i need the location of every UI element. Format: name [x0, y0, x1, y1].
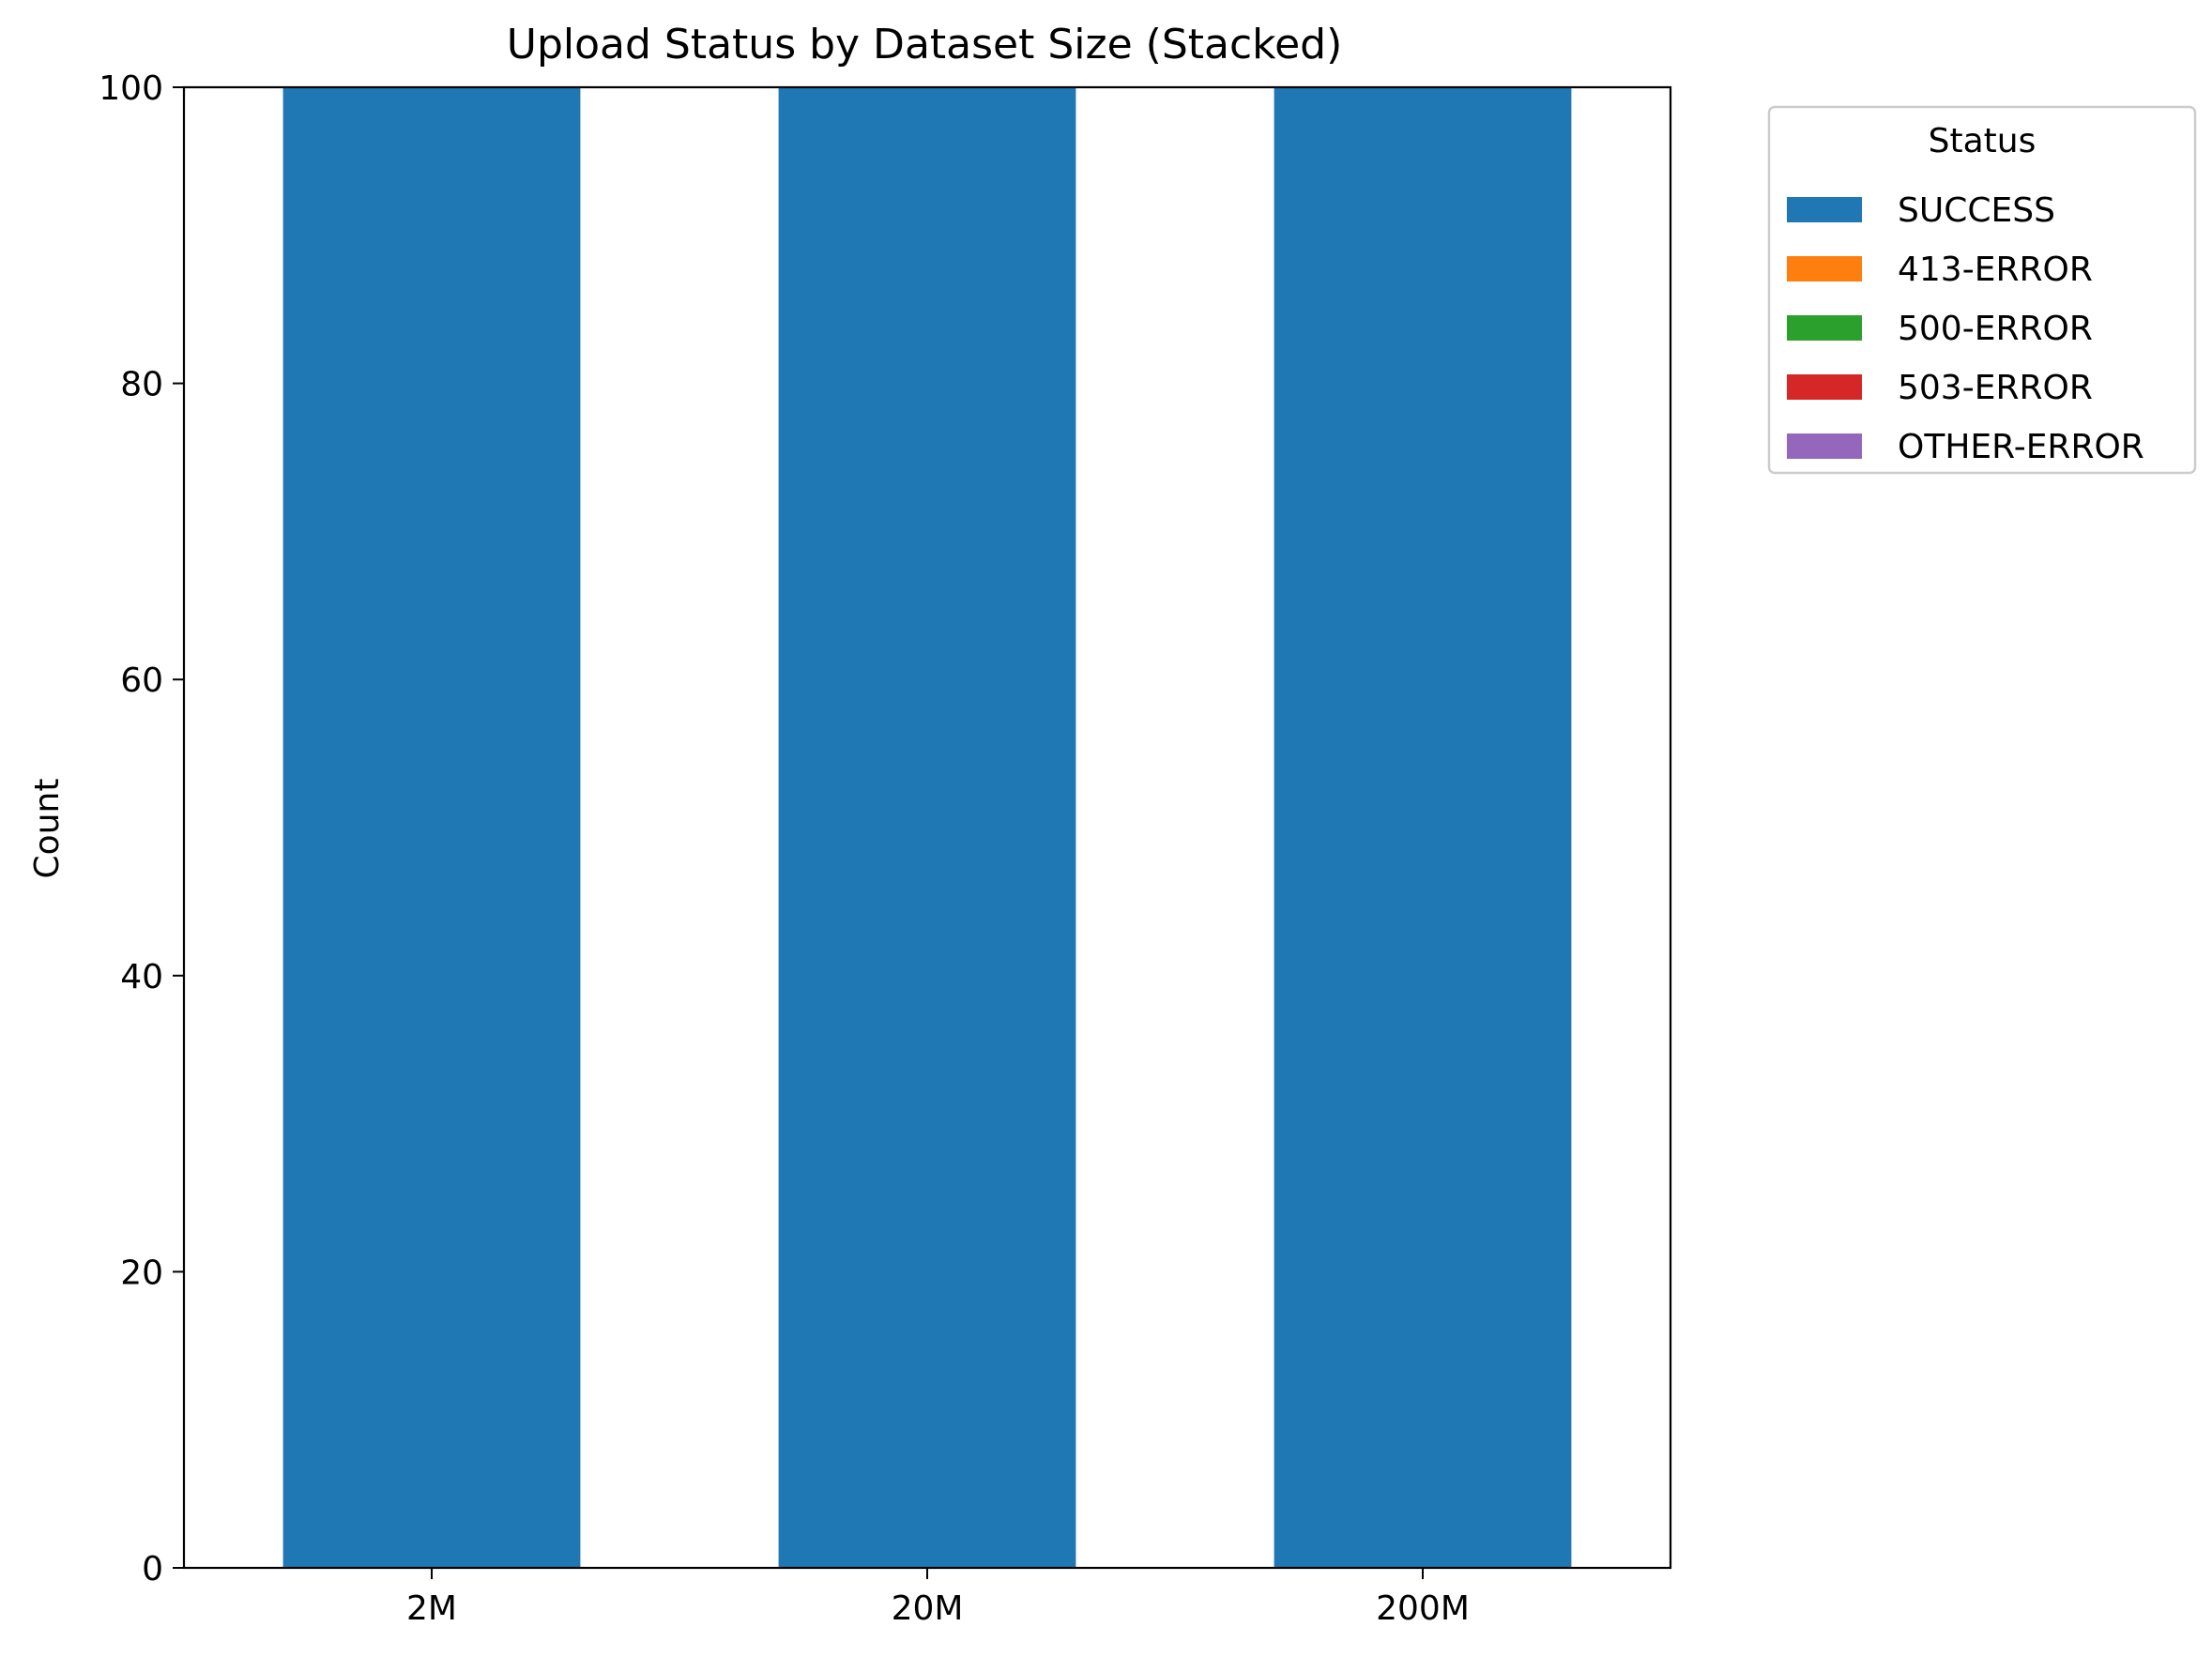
y-axis-label: Count	[28, 779, 67, 879]
x-tick-label: 200M	[1376, 1589, 1470, 1628]
legend-swatch-503-error	[1787, 374, 1862, 400]
legend-label-500-error: 500-ERROR	[1898, 310, 2093, 348]
legend-box	[1767, 105, 2197, 475]
legend: Status SUCCESS 413-ERROR 500-ERROR 503-ERROR…	[1767, 105, 2197, 475]
legend-label-success: SUCCESS	[1898, 191, 2055, 230]
x-tick-label: 2M	[406, 1589, 457, 1628]
legend-swatch-413-error	[1787, 256, 1862, 281]
legend-swatch-success	[1787, 197, 1862, 222]
y-tick-label: 0	[142, 1550, 163, 1589]
legend-label-413-error: 413-ERROR	[1898, 251, 2093, 289]
y-tick-label: 20	[120, 1254, 163, 1292]
legend-label-503-error: 503-ERROR	[1898, 369, 2093, 407]
y-tick-label: 100	[99, 69, 163, 108]
chart-title: Upload Status by Dataset Size (Stacked)	[507, 21, 1342, 68]
bar-success-20m	[778, 87, 1076, 1568]
y-tick-label: 60	[120, 661, 163, 700]
bars-layer	[282, 87, 1572, 1568]
bar-success-2m	[282, 87, 581, 1568]
x-tick-label: 20M	[892, 1589, 964, 1628]
y-tick-label: 80	[120, 366, 163, 404]
axes: 0 20 40 60 80 100 2M 20M 200M	[99, 69, 1672, 1628]
legend-title: Status	[1929, 122, 2037, 160]
legend-label-other-error: OTHER-ERROR	[1898, 428, 2144, 466]
legend-swatch-other-error	[1787, 433, 1862, 459]
legend-swatch-500-error	[1787, 315, 1862, 341]
bar-success-200m	[1274, 87, 1572, 1568]
y-tick-label: 40	[120, 958, 163, 996]
